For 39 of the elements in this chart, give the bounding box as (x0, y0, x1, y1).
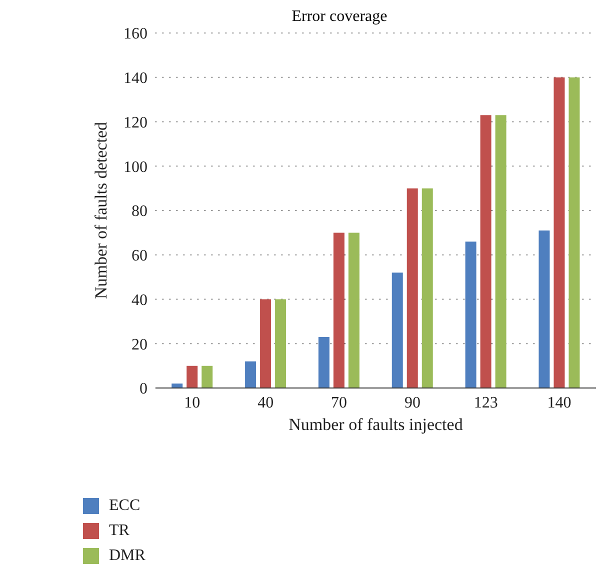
x-tick-label: 123 (474, 394, 498, 412)
bar (480, 115, 492, 388)
y-tick-label: 20 (131, 336, 148, 354)
bar (465, 242, 476, 388)
bar (186, 366, 198, 388)
bar (392, 272, 403, 388)
y-tick-label: 100 (123, 158, 148, 176)
x-tick-label: 70 (331, 394, 348, 412)
y-tick-label: 40 (131, 292, 148, 309)
x-axis-title: Number of faults injected (288, 415, 464, 434)
legend-label: DMR (109, 547, 146, 564)
x-tick-label: 10 (184, 394, 200, 412)
bar (202, 366, 213, 388)
y-tick-label: 140 (123, 70, 148, 88)
legend-label: ECC (109, 497, 140, 514)
bar (568, 77, 580, 388)
bar (422, 188, 433, 388)
legend-label: TR (109, 522, 130, 539)
y-tick-label: 80 (131, 203, 148, 220)
bar (275, 299, 286, 388)
y-tick-label: 160 (123, 26, 148, 43)
bar (333, 232, 344, 388)
y-tick-label: 0 (139, 380, 148, 398)
y-axis-title: Number of faults detected (91, 121, 110, 300)
bar (554, 77, 565, 388)
y-tick-label: 60 (131, 248, 148, 265)
bar (538, 230, 550, 388)
bar (348, 232, 360, 388)
chart-title: Error coverage (290, 8, 388, 26)
bar (406, 188, 418, 388)
y-tick-label: 120 (123, 114, 148, 132)
x-tick-label: 90 (404, 394, 420, 412)
bar (245, 361, 256, 388)
x-tick-label: 40 (258, 394, 274, 412)
bar (172, 384, 183, 388)
bar (318, 336, 330, 388)
bar (260, 299, 272, 388)
bar (495, 115, 506, 388)
x-tick-label: 140 (547, 394, 572, 412)
